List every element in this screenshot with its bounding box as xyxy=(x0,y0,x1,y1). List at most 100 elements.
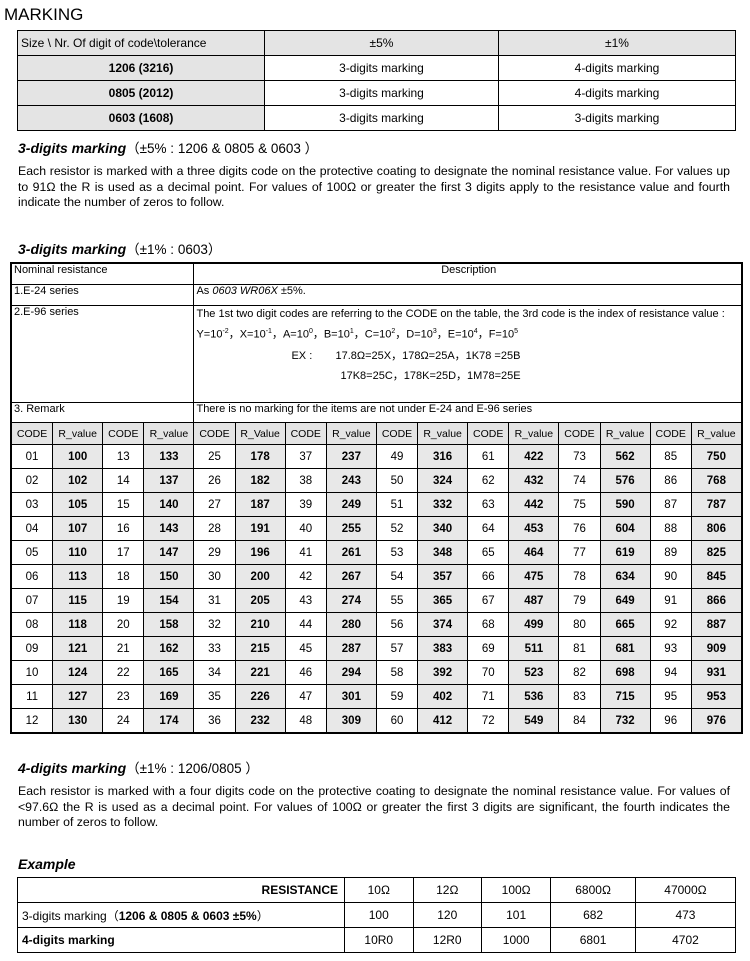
r-value-cell: 866 xyxy=(690,588,743,613)
code-cell: 96 xyxy=(649,708,692,734)
section-heading-3digit-5pct: 3-digits marking（±5% : 1206 & 0805 & 060… xyxy=(18,137,318,157)
r-value-cell: 130 xyxy=(52,708,104,734)
multiplier-exponent: 4 xyxy=(473,328,478,335)
r-value-cell: 348 xyxy=(417,540,469,565)
heading-note: （±1% : 0603） xyxy=(126,242,222,257)
multiplier-exponent: 0 xyxy=(308,328,313,335)
table-row: 03 105 15 140 27 187 39 249 51 332 63 442 75 590 87 787 xyxy=(10,492,743,517)
r-value-cell: 453 xyxy=(508,516,560,541)
code-cell: 02 xyxy=(10,468,54,493)
code-cell: 29 xyxy=(193,540,236,565)
code-cell: 73 xyxy=(558,444,601,469)
code-cell: 65 xyxy=(467,540,510,565)
table-row: 12 130 24 174 36 232 48 309 60 412 72 549 84 732 96 976 xyxy=(10,708,743,734)
code-cell: 42 xyxy=(284,564,327,589)
code-cell: 78 xyxy=(558,564,601,589)
example-row-4digit: 4-digits marking 10R0 12R0 1000 6801 470… xyxy=(17,927,737,953)
code-cell: 62 xyxy=(467,468,510,493)
code-cell: 14 xyxy=(102,468,145,493)
heading-text: 3-digits marking xyxy=(18,140,127,156)
header-r-value: R_value xyxy=(143,422,195,445)
size-cell: 0805 (2012) xyxy=(17,80,265,106)
code-cell: 93 xyxy=(649,636,692,661)
cell: 101 xyxy=(481,902,552,928)
code-cell: 87 xyxy=(649,492,692,517)
code-cell: 43 xyxy=(284,588,327,613)
r-value-cell: 649 xyxy=(599,588,651,613)
heading-text: 3-digits marking xyxy=(18,241,127,257)
table-row: 10 124 22 165 34 221 46 294 58 392 70 523 82 698 94 931 xyxy=(10,660,743,685)
multiplier-exponent: -1 xyxy=(265,328,272,335)
code-cell: 60 xyxy=(375,708,419,734)
r-value-cell: 681 xyxy=(599,636,651,661)
code-cell: 22 xyxy=(102,660,145,685)
code-cell: 76 xyxy=(558,516,601,541)
code-cell: 68 xyxy=(467,612,510,637)
cell: 4702 xyxy=(634,927,737,953)
r-value-cell: 316 xyxy=(417,444,469,469)
code-cell: 23 xyxy=(102,684,145,709)
code-cell: 40 xyxy=(284,516,327,541)
r-value-cell: 280 xyxy=(325,612,377,637)
r-value-cell: 287 xyxy=(325,636,377,661)
code-cell: 01 xyxy=(10,444,54,469)
table-row: 08 118 20 158 32 210 44 280 56 374 68 499 80 665 92 887 xyxy=(10,612,743,637)
r-value-cell: 412 xyxy=(417,708,469,734)
r-value-cell: 976 xyxy=(690,708,743,734)
r-value-cell: 191 xyxy=(234,516,286,541)
code-cell: 64 xyxy=(467,516,510,541)
example-heading: Example xyxy=(18,856,76,872)
code-cell: 38 xyxy=(284,468,327,493)
code-cell: 25 xyxy=(193,444,236,469)
e24-prefix: As xyxy=(196,285,213,297)
code-cell: 92 xyxy=(649,612,692,637)
r-value-cell: 931 xyxy=(690,660,743,685)
e96-desc-text: The 1st two digit codes are referring to… xyxy=(196,308,725,320)
r-value-cell: 249 xyxy=(325,492,377,517)
code-cell: 31 xyxy=(193,588,236,613)
r-value-cell: 140 xyxy=(143,492,195,517)
code-cell: 61 xyxy=(467,444,510,469)
r-value-cell: 162 xyxy=(143,636,195,661)
code-cell: 37 xyxy=(284,444,327,469)
header-code: CODE xyxy=(558,422,601,445)
code-cell: 12 xyxy=(10,708,54,734)
r-value-cell: 133 xyxy=(143,444,195,469)
table-row: 01 100 13 133 25 178 37 237 49 316 61 422 73 562 85 750 xyxy=(10,444,743,469)
code-cell: 27 xyxy=(193,492,236,517)
code-cell: 48 xyxy=(284,708,327,734)
ex-line1: 17.8Ω=25X，178Ω=25A，1K78 =25B xyxy=(335,349,521,362)
r-value-cell: 442 xyxy=(508,492,560,517)
example-line-1: EX : 17.8Ω=25X，178Ω=25A，1K78 =25B xyxy=(196,350,741,363)
header-code: CODE xyxy=(102,422,145,445)
r-value-cell: 147 xyxy=(143,540,195,565)
cell: 1000 xyxy=(481,927,552,953)
code-cell: 89 xyxy=(649,540,692,565)
heading-note: （±1% : 1206/0805 ） xyxy=(126,761,259,776)
code-cell: 71 xyxy=(467,684,510,709)
header-1pct: ±1% xyxy=(498,30,736,56)
r-value-cell: 332 xyxy=(417,492,469,517)
code-cell: 15 xyxy=(102,492,145,517)
code-cell: 35 xyxy=(193,684,236,709)
heading-note: （±5% : 1206 & 0805 & 0603 ） xyxy=(126,141,319,156)
code-cell: 74 xyxy=(558,468,601,493)
r-value-cell: 215 xyxy=(234,636,286,661)
code-cell: 94 xyxy=(649,660,692,685)
r-value-cell: 562 xyxy=(599,444,651,469)
cell: 682 xyxy=(550,902,636,928)
r-value-cell: 374 xyxy=(417,612,469,637)
code-cell: 17 xyxy=(102,540,145,565)
code-cell: 67 xyxy=(467,588,510,613)
ex-label: EX : xyxy=(291,349,313,362)
code-cell: 90 xyxy=(649,564,692,589)
code-cell: 45 xyxy=(284,636,327,661)
resistance-cell: 12Ω xyxy=(412,877,483,903)
r-value-cell: 121 xyxy=(52,636,104,661)
r-value-cell: 243 xyxy=(325,468,377,493)
code-cell: 34 xyxy=(193,660,236,685)
e24-row: 1.E-24 series As 0603 WR06X ±5%. xyxy=(10,284,743,306)
code-cell: 09 xyxy=(10,636,54,661)
r-value-cell: 127 xyxy=(52,684,104,709)
multiplier-exponent: 5 xyxy=(514,328,518,335)
